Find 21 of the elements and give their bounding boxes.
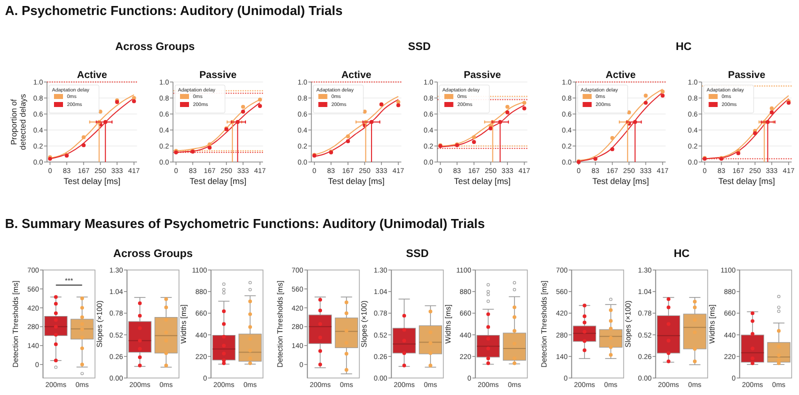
text: HC [674,248,690,260]
text: SSD [408,41,431,53]
text: A. Psychometric Functions: Auditory (Unimodal) Trials [5,3,343,18]
text: HC [676,41,692,53]
y-axis-title: Proportion of detected delays [10,94,28,150]
x-axis-title: Test delay [ms] [454,176,511,186]
x-axis-title: Test delay [ms] [718,176,776,186]
chart-title: Active [341,70,372,81]
text: SSD [406,248,429,260]
x-axis-title: Test delay [ms] [190,176,246,186]
text: B. Summary Measures of Psychometric Functions: Auditory (Unimodal) Trials [5,216,485,231]
x-axis-title: Test delay [ms] [328,176,385,186]
x-axis-title: Test delay [ms] [64,176,120,186]
chart-title: Active [76,70,108,81]
text: Across Groups [115,41,195,53]
chart-title: Passive [464,70,502,81]
x-axis-title: Test delay [ms] [592,176,650,186]
chart-title: Passive [728,70,766,81]
chart-title: Passive [199,70,238,81]
chart-title: Active [606,70,636,81]
text: Across Groups [113,248,193,260]
